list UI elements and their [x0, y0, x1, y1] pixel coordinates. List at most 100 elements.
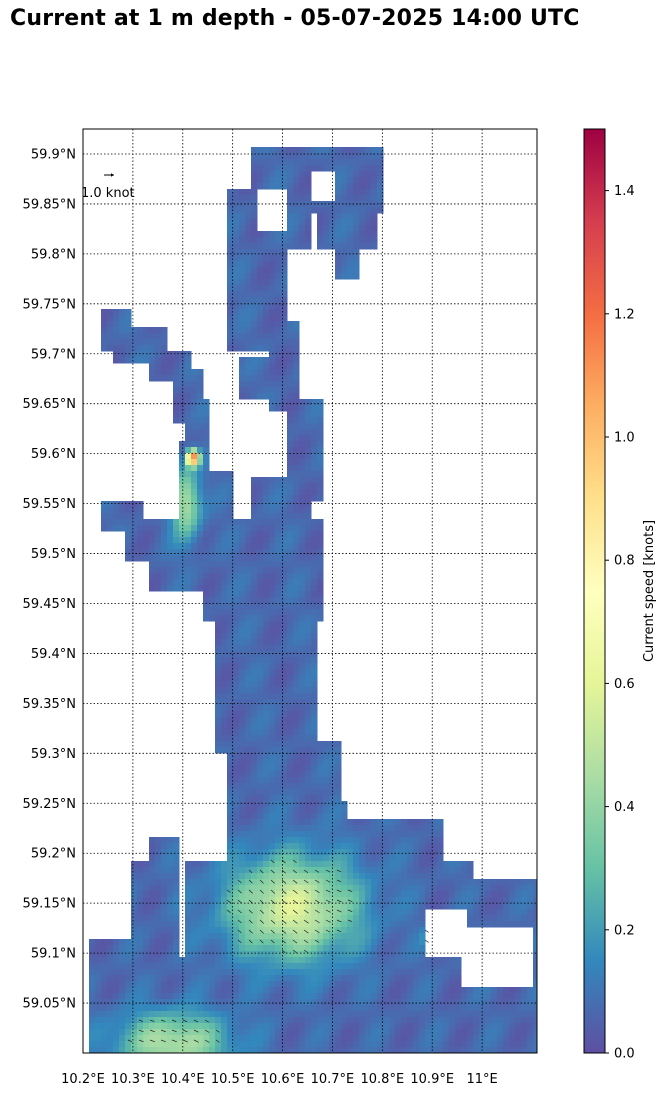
water-cell	[293, 1017, 300, 1024]
water-cell	[347, 837, 354, 844]
water-cell	[125, 321, 132, 328]
water-cell	[287, 681, 294, 688]
current-arrow	[325, 869, 331, 873]
water-cell	[173, 417, 180, 424]
water-cell	[377, 879, 384, 886]
water-cell	[263, 237, 270, 244]
water-cell	[101, 999, 108, 1006]
water-cell	[203, 537, 210, 544]
water-cell	[335, 153, 342, 160]
current-arrow	[303, 949, 308, 953]
water-cell	[263, 255, 270, 262]
water-cell	[455, 861, 462, 868]
water-cell	[311, 207, 318, 214]
water-cell	[167, 537, 174, 544]
water-cell	[311, 543, 318, 550]
water-cell	[233, 741, 240, 748]
water-cell	[275, 729, 282, 736]
water-cell	[269, 339, 276, 346]
water-cell	[395, 921, 402, 928]
water-cell	[185, 465, 192, 472]
water-cell	[155, 837, 162, 844]
water-cell	[251, 741, 258, 748]
water-cell	[269, 303, 276, 310]
water-cell	[245, 771, 252, 778]
water-cell	[353, 897, 360, 904]
water-cell	[155, 357, 162, 364]
water-cell	[419, 1041, 426, 1048]
water-cell	[467, 867, 474, 874]
water-cell	[269, 267, 276, 274]
water-cell	[155, 1047, 162, 1053]
water-cell	[215, 687, 222, 694]
water-cell	[107, 969, 114, 976]
water-cell	[293, 591, 300, 598]
water-cell	[113, 513, 120, 520]
water-cell	[305, 549, 312, 556]
water-cell	[173, 843, 180, 850]
water-cell	[341, 999, 348, 1006]
water-cell	[131, 951, 138, 958]
water-cell	[299, 819, 306, 826]
water-cell	[203, 873, 210, 880]
water-cell	[275, 255, 282, 262]
water-cell	[407, 945, 414, 952]
water-cell	[185, 537, 192, 544]
water-cell	[341, 867, 348, 874]
current-arrow	[215, 1029, 220, 1033]
water-cell	[269, 813, 276, 820]
water-cell	[299, 921, 306, 928]
water-cell	[509, 1035, 516, 1042]
water-cell	[89, 945, 96, 952]
water-cell	[191, 405, 198, 412]
water-cell	[281, 903, 288, 910]
water-cell	[533, 993, 537, 1000]
water-cell	[305, 777, 312, 784]
water-cell	[257, 1035, 264, 1042]
water-cell	[437, 1011, 444, 1018]
water-cell	[437, 963, 444, 970]
water-cell	[161, 369, 168, 376]
current-arrow	[149, 1029, 155, 1033]
water-cell	[269, 159, 276, 166]
water-cell	[293, 813, 300, 820]
water-cell	[395, 855, 402, 862]
water-cell	[497, 921, 504, 928]
water-cell	[311, 1041, 318, 1048]
water-cell	[257, 495, 264, 502]
water-cell	[131, 1005, 138, 1012]
water-cell	[407, 1011, 414, 1018]
water-cell	[269, 387, 276, 394]
water-cell	[317, 1035, 324, 1042]
water-cell	[227, 627, 234, 634]
water-cell	[149, 519, 156, 526]
water-cell	[383, 837, 390, 844]
water-cell	[299, 999, 306, 1006]
water-cell	[377, 915, 384, 922]
water-cell	[335, 879, 342, 886]
water-cell	[227, 207, 234, 214]
water-cell	[245, 651, 252, 658]
water-cell	[437, 975, 444, 982]
water-cell	[287, 375, 294, 382]
water-cell	[305, 819, 312, 826]
water-cell	[395, 993, 402, 1000]
water-cell	[239, 393, 246, 400]
water-cell	[347, 927, 354, 934]
water-cell	[377, 1023, 384, 1030]
water-cell	[245, 633, 252, 640]
water-cell	[209, 507, 216, 514]
water-cell	[191, 561, 198, 568]
water-cell	[293, 807, 300, 814]
water-cell	[323, 153, 330, 160]
water-cell	[131, 555, 138, 562]
water-cell	[173, 951, 180, 958]
water-cell	[395, 1041, 402, 1048]
water-cell	[197, 933, 204, 940]
water-cell	[155, 861, 162, 868]
water-cell	[185, 903, 192, 910]
water-cell	[107, 1011, 114, 1018]
water-cell	[479, 1011, 486, 1018]
water-cell	[413, 999, 420, 1006]
water-cell	[377, 921, 384, 928]
